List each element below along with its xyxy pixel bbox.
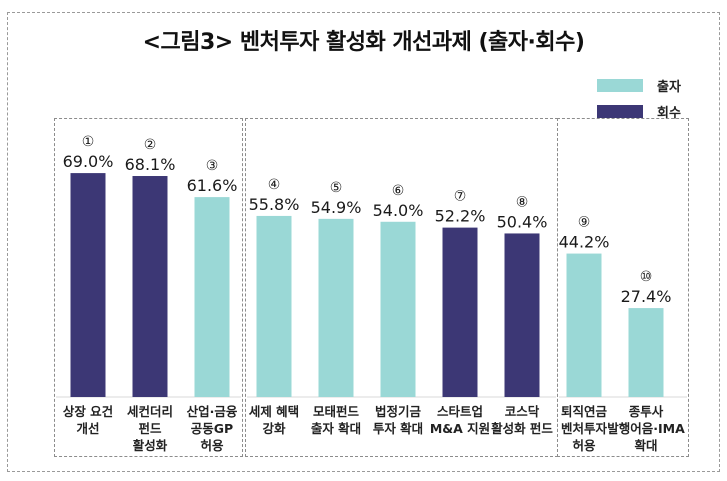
category-label-line: 법정기금 xyxy=(374,404,422,419)
value-label-7: 52.2% xyxy=(435,207,486,226)
rank-label-6: ⑥ xyxy=(392,183,405,199)
value-label-5: 54.9% xyxy=(311,198,362,217)
bar-9 xyxy=(566,253,602,397)
category-label-line: 허용 xyxy=(572,438,596,453)
category-label-line: 세컨더리 xyxy=(126,404,174,419)
legend-swatch-investment xyxy=(597,78,643,92)
value-label-9: 44.2% xyxy=(559,233,610,252)
category-label-line: 퇴직연금 xyxy=(560,404,608,419)
value-label-6: 54.0% xyxy=(373,201,424,220)
value-label-2: 68.1% xyxy=(125,155,176,174)
category-label-line: 스타트업 xyxy=(436,404,483,419)
value-label-3: 61.6% xyxy=(187,176,238,195)
rank-label-10: ⑩ xyxy=(640,269,653,285)
bar-2 xyxy=(132,176,168,397)
legend-item-recovery: 회수 xyxy=(597,98,681,124)
category-label-line: 확대 xyxy=(634,438,658,453)
category-label-line: 공동GP xyxy=(190,421,234,436)
value-label-1: 69.0% xyxy=(63,152,114,171)
rank-label-8: ⑧ xyxy=(516,194,529,210)
group-box-3 xyxy=(557,118,689,457)
value-label-8: 50.4% xyxy=(497,212,548,231)
bar-6 xyxy=(380,221,416,397)
rank-label-4: ④ xyxy=(268,177,281,193)
category-label-line: 투자 확대 xyxy=(372,421,424,436)
legend-swatch-recovery xyxy=(597,104,643,118)
category-label-7: 스타트업 M&A 지원 xyxy=(430,403,490,437)
category-label-line: 펀드 xyxy=(138,421,162,436)
category-label-line: 발행어음·IMA xyxy=(607,421,685,436)
rank-label-5: ⑤ xyxy=(330,180,343,196)
category-label-line: 강화 xyxy=(262,421,286,436)
legend-label-investment: 출자 xyxy=(657,79,681,95)
value-label-4: 55.8% xyxy=(249,195,300,214)
bar-4 xyxy=(256,215,292,397)
category-label-line: 허용 xyxy=(200,438,224,453)
rank-label-2: ② xyxy=(144,137,157,153)
bar-5 xyxy=(318,218,354,397)
category-label-line: 코스닥 xyxy=(504,404,540,419)
category-label-line: M&A 지원 xyxy=(429,421,491,436)
chart-frame xyxy=(7,12,720,472)
category-label-line: 벤처투자 xyxy=(560,421,608,436)
chart-title: <그림3> 벤처투자 활성화 개선과제 (출자·회수) xyxy=(142,30,585,55)
category-label-line: 산업·금융 xyxy=(186,404,238,419)
category-label-line: 상장 요건 xyxy=(62,404,114,419)
rank-label-7: ⑦ xyxy=(454,189,467,205)
value-label-10: 27.4% xyxy=(621,287,672,306)
legend-label-recovery: 회수 xyxy=(657,105,681,121)
category-label-line: 활성화 펀드 xyxy=(491,421,553,436)
rank-label-9: ⑨ xyxy=(578,215,591,231)
category-label-line: 세제 혜택 xyxy=(248,404,300,419)
category-label-line: 활성화 xyxy=(132,438,168,453)
bar-1 xyxy=(70,173,106,397)
legend-item-investment: 출자 xyxy=(597,72,681,98)
category-label-line: 개선 xyxy=(76,421,100,436)
group-box-1 xyxy=(54,118,243,457)
bar-8 xyxy=(504,233,540,397)
rank-label-1: ① xyxy=(82,134,95,150)
legend: 출자 회수 xyxy=(597,72,681,124)
category-label-line: 출자 확대 xyxy=(310,421,362,436)
category-label-line: 종투사 xyxy=(628,404,664,419)
bar-7 xyxy=(442,227,478,397)
rank-label-3: ③ xyxy=(206,158,219,174)
category-label-line: 모태펀드 xyxy=(312,404,360,419)
bar-3 xyxy=(194,197,230,397)
bar-10 xyxy=(628,308,664,397)
